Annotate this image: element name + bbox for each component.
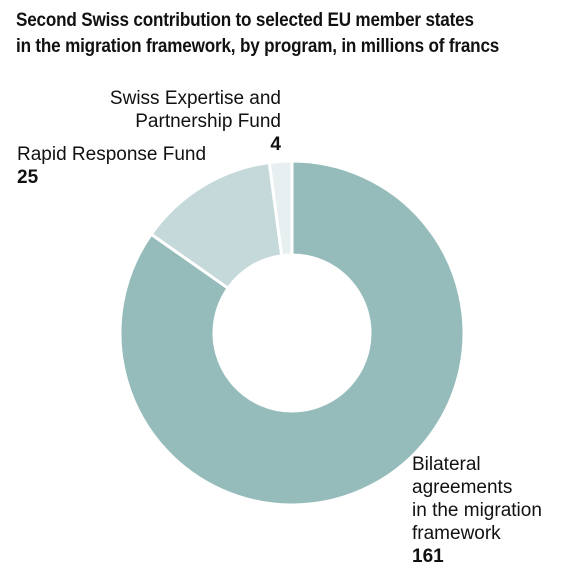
slice-label-line: Bilateral xyxy=(412,454,481,475)
slice-2 xyxy=(149,160,284,291)
slice-label-line: Partnership Fund xyxy=(135,111,281,132)
slice-value: 4 xyxy=(270,134,281,155)
slice-value: 161 xyxy=(412,546,444,567)
chart-title: Second Swiss contribution to selected EU… xyxy=(16,10,500,57)
slice-label-line: Swiss Expertise and xyxy=(110,88,281,109)
slice-value: 25 xyxy=(17,167,39,188)
slice-3 xyxy=(267,159,294,258)
donut-slices xyxy=(118,159,466,507)
slice-label-line: Rapid Response Fund xyxy=(17,144,206,165)
slice-label-line: in the migration xyxy=(412,500,542,521)
slice-label-line: framework xyxy=(412,523,501,544)
slice-label-line: agreements xyxy=(412,477,512,498)
slice-1 xyxy=(118,159,466,507)
